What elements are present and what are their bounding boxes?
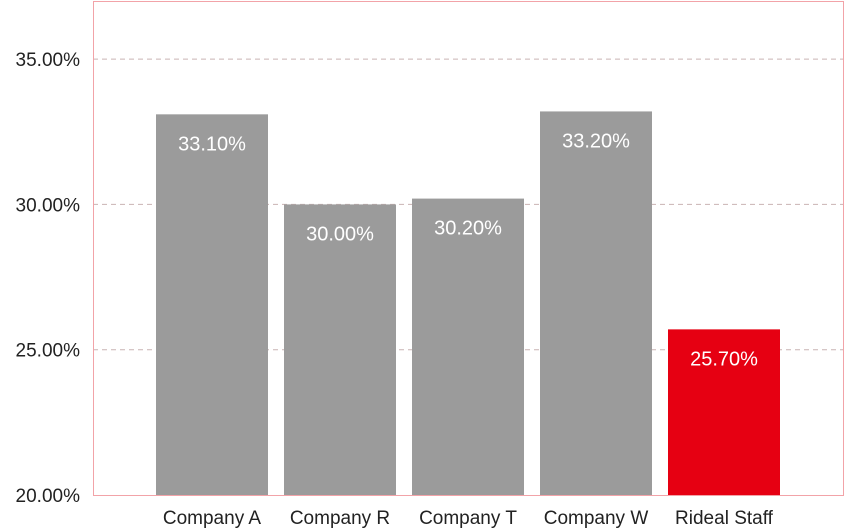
y-tick-label: 35.00% <box>16 50 81 71</box>
bar <box>284 204 396 496</box>
data-label: 33.20% <box>562 130 630 152</box>
x-tick-label: Company R <box>290 508 390 529</box>
data-label: 30.20% <box>434 218 502 240</box>
bar <box>668 329 780 495</box>
bar <box>540 111 652 496</box>
data-label: 33.10% <box>178 133 246 155</box>
data-labels: 33.10% 30.00% 30.20% 33.20% 25.70% <box>178 130 758 370</box>
x-tick-label: Company A <box>163 508 262 529</box>
data-label: 25.70% <box>690 348 758 370</box>
bars <box>156 111 780 496</box>
bar <box>156 114 268 496</box>
x-axis-ticks: Company A Company R Company T Company W Ride… <box>163 508 774 529</box>
plot-frame <box>93 1 844 496</box>
x-tick-label: Company T <box>419 508 517 529</box>
y-tick-label: 25.00% <box>16 341 81 362</box>
bar <box>412 198 524 495</box>
y-tick-label: 30.00% <box>16 195 81 216</box>
x-tick-label: Rideal Staff <box>675 508 774 529</box>
data-label: 30.00% <box>306 223 374 245</box>
y-tick-label: 20.00% <box>16 486 81 507</box>
y-axis-ticks: 20.00% 25.00% 30.00% 35.00% <box>16 50 81 507</box>
x-tick-label: Company W <box>544 508 649 529</box>
